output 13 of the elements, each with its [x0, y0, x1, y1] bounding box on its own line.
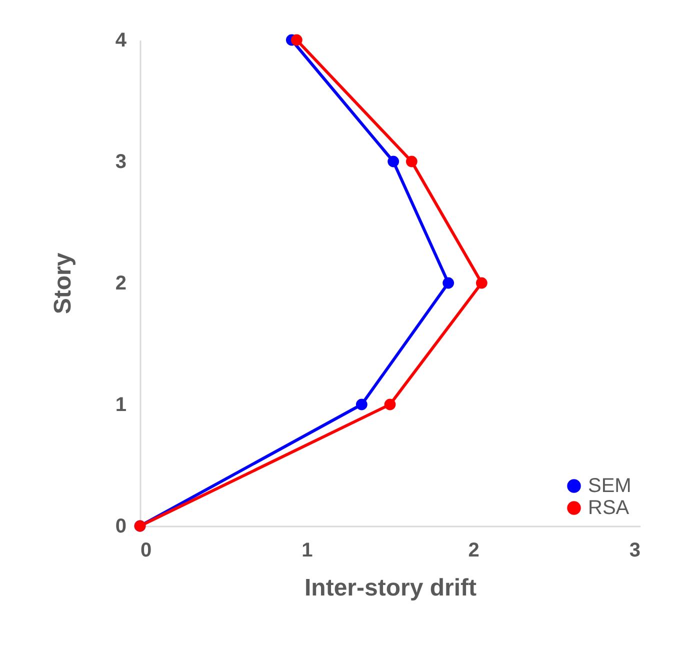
y-tick-label: 0: [115, 516, 126, 538]
y-tick-label: 1: [115, 394, 126, 416]
y-tick-label: 3: [115, 151, 126, 173]
x-tick-label: 2: [468, 540, 480, 562]
legend-label: RSA: [588, 497, 630, 519]
x-axis-title: Inter-story drift: [304, 574, 477, 602]
legend-label: SEM: [588, 475, 632, 497]
y-axis-title: Story: [49, 252, 76, 314]
x-tick-label: 0: [140, 540, 152, 562]
y-tick-label: 2: [115, 272, 126, 294]
y-tick-label: 4: [115, 30, 128, 52]
x-tick-label: 3: [629, 540, 640, 562]
x-tick-label: 1: [302, 540, 313, 562]
